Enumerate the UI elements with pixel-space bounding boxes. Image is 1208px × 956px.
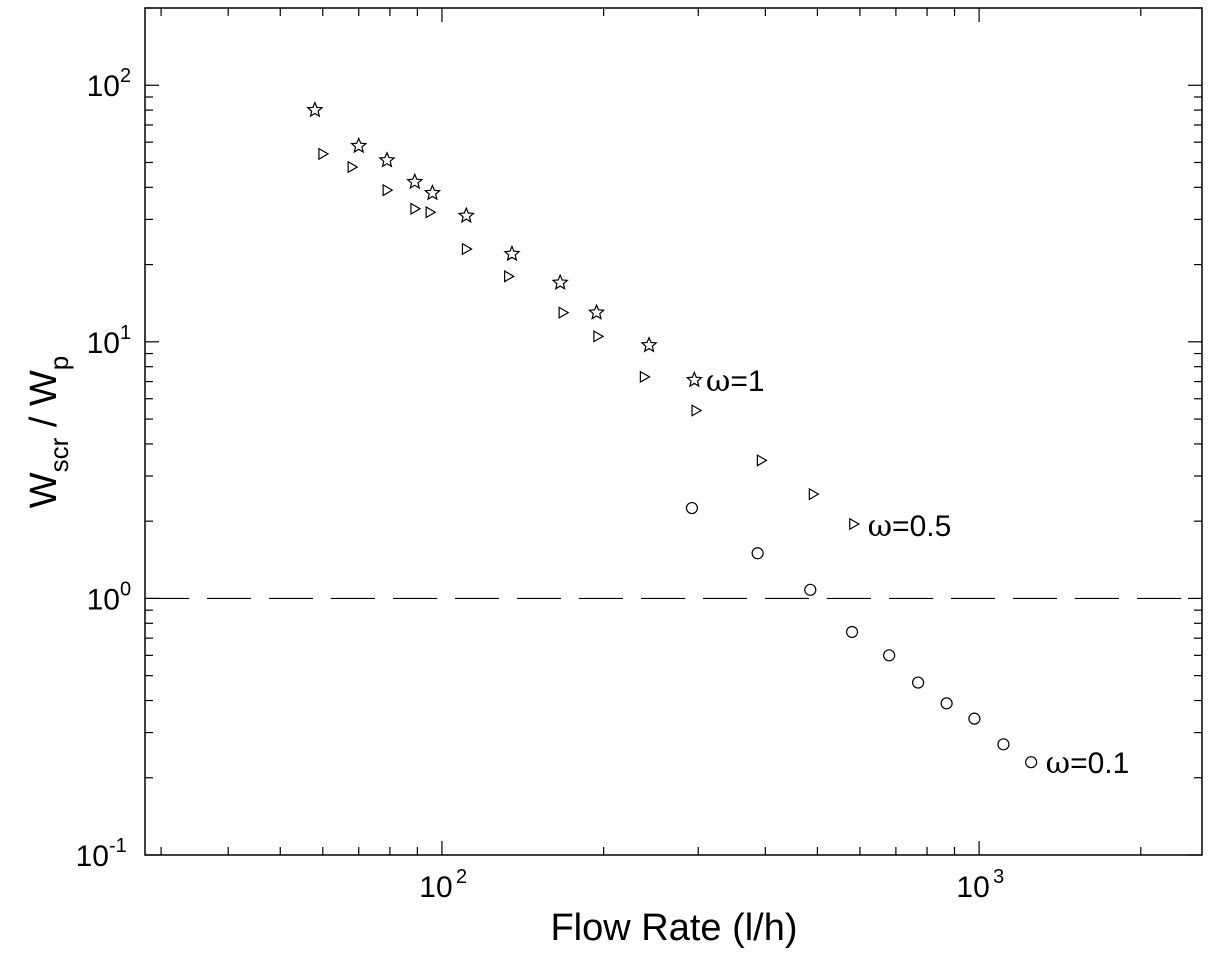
y-label-sub2: p bbox=[44, 356, 74, 370]
circle-point bbox=[685, 501, 699, 515]
star-point bbox=[640, 336, 658, 353]
circle-point bbox=[804, 583, 817, 596]
triangle-point bbox=[425, 205, 437, 219]
x-axis-label: Flow Rate (l/h) bbox=[550, 907, 797, 949]
circle-point bbox=[997, 738, 1010, 751]
triangle-point bbox=[382, 183, 394, 197]
y-tick-label: 10 bbox=[76, 840, 109, 873]
triangle-point bbox=[504, 270, 515, 283]
y-axis-label: Wscr / Wp bbox=[23, 356, 74, 509]
y-tick-label-exponent: -1 bbox=[109, 835, 127, 857]
triangle-point bbox=[347, 160, 359, 174]
series-annotation: ω=1 bbox=[706, 364, 765, 399]
data-marks: ω=1ω=0.5ω=0.1 bbox=[306, 101, 1130, 781]
star-point bbox=[587, 303, 606, 320]
triangle-point bbox=[849, 517, 861, 531]
series-circle: ω=0.1 bbox=[685, 501, 1130, 781]
annotation-value: =1 bbox=[730, 365, 764, 398]
star-point bbox=[306, 101, 324, 118]
triangle-point bbox=[691, 404, 703, 417]
x-tick-label: 10 bbox=[419, 871, 452, 904]
annotation-value: =0.1 bbox=[1070, 747, 1129, 780]
y-label-mid: / W bbox=[23, 370, 65, 438]
y-tick-label: 10 bbox=[87, 327, 120, 360]
annotation-symbol: ω bbox=[706, 364, 730, 399]
circle-point bbox=[940, 697, 953, 710]
plot-frame bbox=[144, 7, 1203, 856]
series-annotation: ω=0.1 bbox=[1046, 746, 1130, 781]
triangle-point bbox=[558, 306, 570, 319]
svg-text:Wscr / Wp: Wscr / Wp bbox=[23, 356, 74, 509]
star-point bbox=[378, 151, 396, 168]
y-tick-label-exponent: 2 bbox=[120, 65, 131, 87]
series-triangle-right: ω=0.5 bbox=[318, 147, 952, 544]
annotation-symbol: ω bbox=[1046, 746, 1070, 781]
star-point bbox=[457, 206, 475, 224]
star-point bbox=[350, 136, 368, 154]
triangle-point bbox=[410, 202, 422, 216]
star-point bbox=[423, 183, 442, 201]
y-label-sub1: scr bbox=[44, 437, 74, 472]
circle-point bbox=[1025, 756, 1038, 769]
y-tick-label-exponent: 0 bbox=[120, 578, 131, 600]
star-point bbox=[503, 244, 521, 262]
x-tick-label-exponent: 3 bbox=[993, 866, 1004, 888]
annotation-value: =0.5 bbox=[892, 510, 951, 543]
star-point bbox=[406, 172, 424, 190]
x-tick-label-exponent: 2 bbox=[456, 866, 467, 888]
axis-ticks bbox=[145, 7, 1202, 856]
y-tick-label: 10 bbox=[87, 70, 120, 103]
y-tick-label-exponent: 1 bbox=[120, 322, 131, 344]
series-annotation: ω=0.5 bbox=[868, 509, 952, 544]
star-point bbox=[551, 273, 569, 291]
circle-point bbox=[968, 712, 981, 725]
annotation-symbol: ω bbox=[868, 509, 892, 544]
circle-point bbox=[845, 625, 859, 639]
circle-point bbox=[883, 649, 896, 662]
triangle-point bbox=[593, 330, 605, 343]
tick-labels: 10 2 10 310 -110 010 110 2 bbox=[76, 65, 1005, 904]
series-star: ω=1 bbox=[306, 101, 765, 399]
circle-point bbox=[912, 676, 925, 689]
y-tick-label: 10 bbox=[87, 583, 120, 616]
triangle-point bbox=[756, 454, 768, 467]
star-point bbox=[685, 370, 703, 388]
y-label-main1: W bbox=[23, 472, 65, 508]
triangle-point bbox=[318, 147, 330, 161]
triangle-point bbox=[808, 487, 820, 501]
triangle-point bbox=[461, 242, 473, 256]
x-tick-label: 10 bbox=[956, 871, 989, 904]
circle-point bbox=[751, 547, 764, 560]
triangle-point bbox=[639, 370, 651, 384]
